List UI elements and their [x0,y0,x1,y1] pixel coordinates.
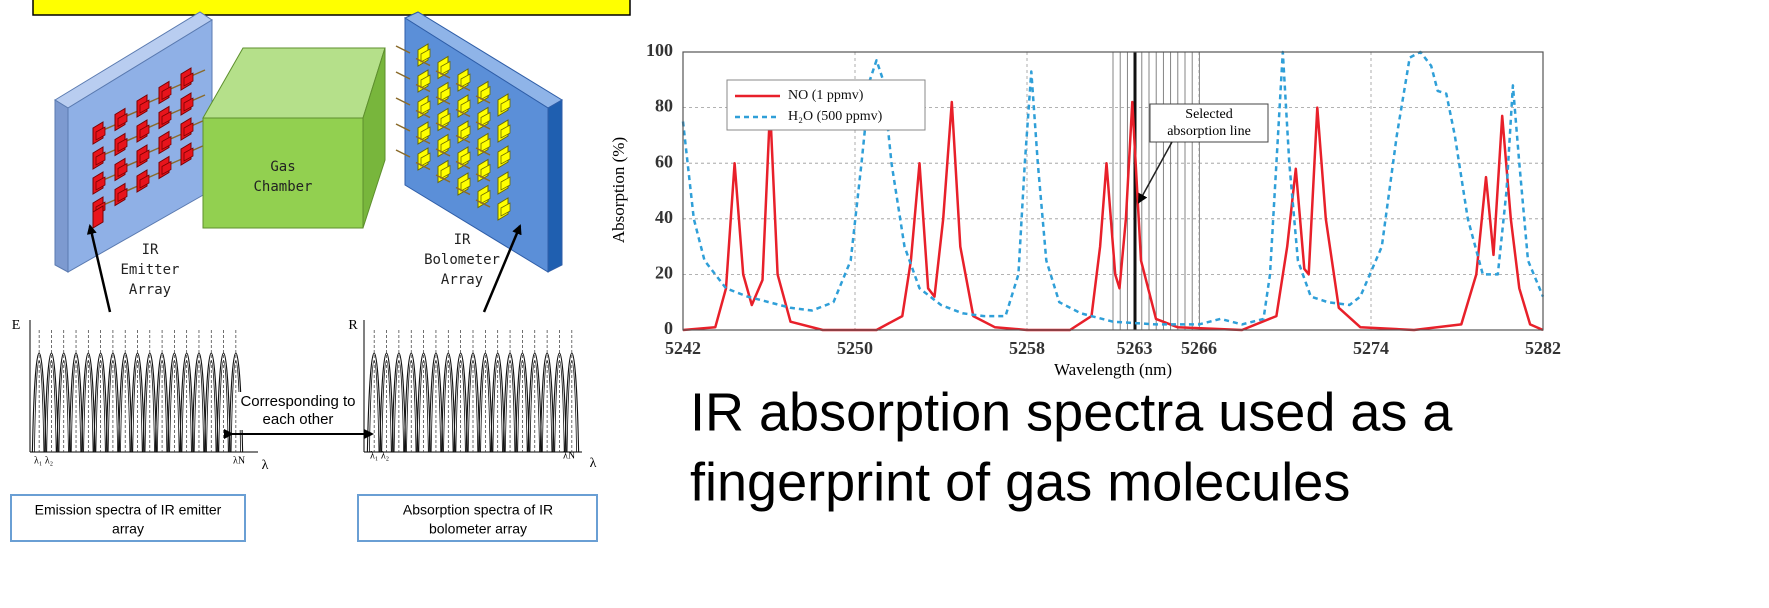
y-axis-title: Absorption (%) [609,137,628,243]
legend-label: NO (1 ppmv) [788,88,864,103]
banner [33,0,630,15]
axis-title: R [348,318,358,333]
legend-label: H₂O (500 ppmv) [788,109,883,124]
chamber-label: Gas [270,159,295,175]
bolometer-label: Array [441,272,483,288]
emitter-panel-side [55,100,68,272]
x-tick-label: 5274 [1353,338,1389,358]
emission-box-text: array [112,521,144,537]
x-tick-label: 5258 [1009,338,1045,358]
chamber-label: Chamber [253,179,312,195]
emission-box-text: Emission spectra of IR emitter [35,502,222,518]
x-tick-label: 5250 [837,338,873,358]
y-tick-label: 40 [655,207,673,227]
x-tick-label: 5263 [1117,338,1153,358]
axis-title: λ [262,458,269,473]
x-tick-label: 5242 [665,338,701,358]
caption: fingerprint of gas molecules [690,452,1350,512]
bolometer-label: Bolometer [424,252,500,268]
diagram: Gas Chamber IR Emitter Array IR Bolomete… [11,12,597,541]
y-tick-label: 80 [655,96,673,116]
caption: IR absorption spectra used as a [690,382,1453,442]
absorption-peaks [367,330,578,452]
wavelength-label: λN [563,450,575,461]
annotation: Selected [1185,107,1232,122]
annotation: absorption line [1167,124,1251,139]
emitter-label: Array [129,282,171,298]
y-tick-label: 100 [646,40,673,60]
chart: 0 20 40 60 80 100 5242 5250 5258 5263 5266 5274 5282… [609,40,1561,379]
absorption-box-text: bolometer array [429,521,527,537]
slide: Gas Chamber IR Emitter Array IR Bolomete… [0,0,1769,608]
wavelength-label: λ₁ λ₂ [370,450,389,461]
correspondence-label: each other [263,411,334,428]
chamber-top [203,48,385,118]
emission-peaks [32,330,242,452]
wavelength-label: λ₁ λ₂ [34,455,53,466]
y-tick-label: 60 [655,151,673,171]
y-tick-label: 0 [664,318,673,338]
correspondence-label: Corresponding to [240,393,355,410]
wavelength-label: λN [233,455,245,466]
axis-title: λ [590,456,597,471]
bolometer-panel-side [548,100,562,272]
x-axis-title: Wavelength (nm) [1054,360,1172,379]
y-tick-label: 20 [655,263,673,283]
x-tick-label: 5266 [1181,338,1217,358]
absorption-box-text: Absorption spectra of IR [403,502,553,518]
x-tick-label: 5282 [1525,338,1561,358]
emitter-label: Emitter [120,262,179,278]
emitter-label: IR [142,242,159,258]
axis-title: E [12,318,21,333]
bolometer-label: IR [454,232,471,248]
